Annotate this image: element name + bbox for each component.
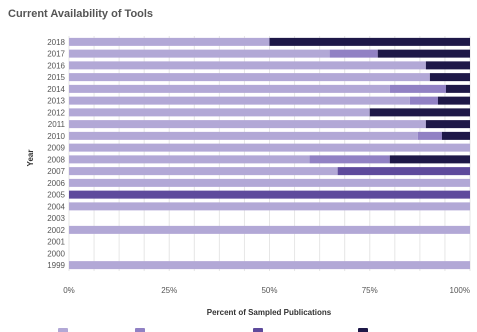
bar-2017-segment-4 bbox=[377, 49, 470, 58]
y-tick-label: 2011 bbox=[48, 120, 66, 129]
y-tick-label: 2016 bbox=[47, 61, 65, 70]
bar-2009-segment-1 bbox=[69, 143, 470, 152]
bar-2014-segment-4 bbox=[445, 84, 470, 93]
bar-2014-segment-1 bbox=[69, 84, 390, 93]
y-tick-label: 2014 bbox=[47, 85, 65, 94]
bar-2014-segment-2 bbox=[389, 84, 446, 93]
bar-2018-segment-1 bbox=[69, 37, 270, 46]
y-tick-label: 2004 bbox=[47, 202, 65, 211]
x-axis-label: Percent of Sampled Publications bbox=[207, 308, 332, 317]
legend-swatch-4 bbox=[358, 328, 368, 332]
legend-swatch-1 bbox=[58, 328, 68, 332]
x-tick-labels: 0% 25% 50% 75% 100% bbox=[63, 286, 470, 295]
y-tick-label: 2006 bbox=[47, 179, 65, 188]
bar-2015-segment-4 bbox=[429, 73, 470, 82]
bars bbox=[69, 37, 470, 270]
y-tick-label: 2013 bbox=[47, 97, 65, 106]
bar-2008-segment-2 bbox=[309, 155, 390, 164]
y-tick-label: 2005 bbox=[47, 191, 65, 200]
x-tick-label: 50% bbox=[261, 286, 277, 295]
bar-2005-segment-3 bbox=[69, 190, 470, 199]
bar-2008-segment-1 bbox=[69, 155, 310, 164]
bar-2007-segment-1 bbox=[69, 167, 338, 176]
bar-1999-segment-1 bbox=[69, 261, 470, 270]
y-tick-label: 2002 bbox=[47, 226, 65, 235]
x-tick-label: 0% bbox=[63, 286, 75, 295]
bar-2013-segment-4 bbox=[437, 96, 470, 105]
y-axis-label: Year bbox=[26, 150, 35, 167]
grid-lines bbox=[68, 36, 471, 271]
bar-2012-segment-4 bbox=[369, 108, 470, 117]
bar-2013-segment-2 bbox=[409, 96, 438, 105]
y-tick-label: 2012 bbox=[47, 108, 65, 117]
bar-2006-segment-1 bbox=[69, 178, 470, 187]
bar-2010-segment-4 bbox=[441, 131, 470, 140]
bar-2013-segment-1 bbox=[69, 96, 410, 105]
y-tick-label: 2001 bbox=[47, 238, 65, 247]
y-tick-label: 2000 bbox=[47, 249, 65, 258]
chart-title: Current Availability of Tools bbox=[8, 8, 154, 20]
y-tick-label: 1999 bbox=[47, 261, 65, 270]
y-tick-label: 2015 bbox=[47, 73, 65, 82]
bar-2016-segment-4 bbox=[425, 61, 470, 70]
x-tick-label: 25% bbox=[161, 286, 177, 295]
bar-2012-segment-1 bbox=[69, 108, 370, 117]
y-tick-label: 2008 bbox=[47, 155, 65, 164]
bar-2010-segment-1 bbox=[69, 131, 418, 140]
bar-2011-segment-4 bbox=[425, 120, 470, 129]
bar-2004-segment-1 bbox=[69, 202, 470, 211]
bar-2002-segment-1 bbox=[69, 225, 470, 234]
bar-2008-segment-4 bbox=[389, 155, 470, 164]
bar-2017-segment-2 bbox=[329, 49, 378, 58]
y-tick-labels: 2018 2017 2016 2015 2014 2013 2012 2011 2010 2009… bbox=[47, 38, 65, 270]
legend-swatch-2 bbox=[135, 328, 145, 332]
bar-2011-segment-1 bbox=[69, 120, 426, 129]
y-tick-label: 2010 bbox=[47, 132, 65, 141]
y-tick-label: 2017 bbox=[47, 50, 65, 59]
legend bbox=[58, 328, 368, 332]
bar-2018-segment-4 bbox=[269, 37, 470, 46]
x-tick-label: 75% bbox=[362, 286, 378, 295]
y-tick-label: 2018 bbox=[47, 38, 65, 47]
y-tick-label: 2009 bbox=[47, 144, 65, 153]
bar-2010-segment-2 bbox=[417, 131, 442, 140]
bar-2007-segment-3 bbox=[337, 167, 470, 176]
x-tick-label: 100% bbox=[450, 286, 470, 295]
bar-2017-segment-1 bbox=[69, 49, 330, 58]
y-tick-label: 2003 bbox=[47, 214, 65, 223]
bar-2015-segment-1 bbox=[69, 73, 430, 82]
y-tick-label: 2007 bbox=[47, 167, 65, 176]
bar-2016-segment-1 bbox=[69, 61, 426, 70]
legend-swatch-3 bbox=[253, 328, 263, 332]
